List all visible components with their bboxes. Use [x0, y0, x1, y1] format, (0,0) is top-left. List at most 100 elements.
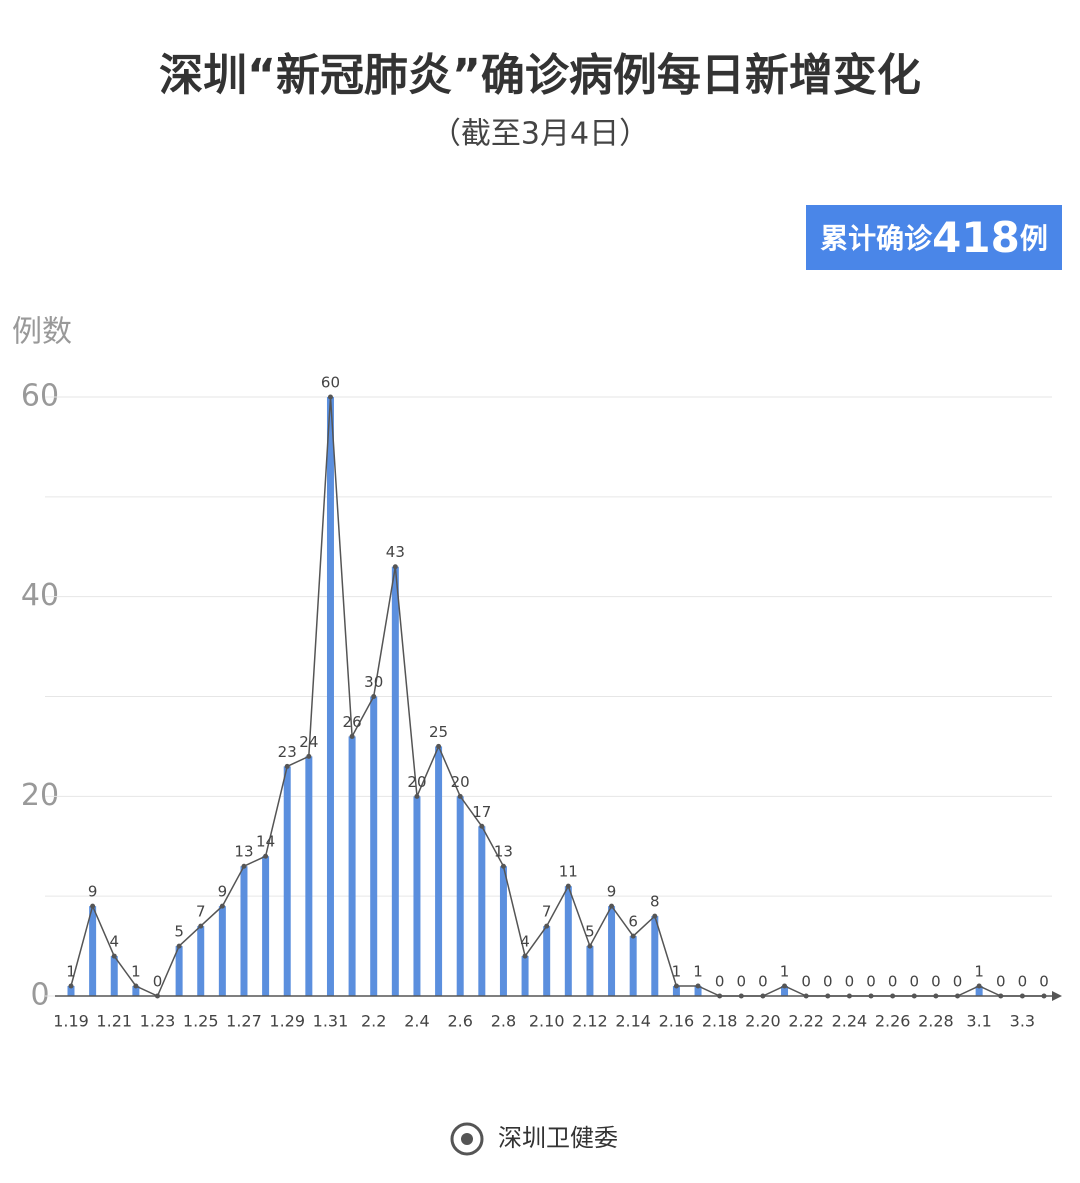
value-label: 0	[1018, 973, 1028, 991]
bar	[283, 766, 291, 996]
value-label: 1	[974, 963, 984, 981]
value-label: 1	[131, 963, 141, 981]
point	[717, 993, 723, 999]
point	[479, 823, 485, 829]
value-label: 17	[472, 803, 491, 821]
x-tick-label: 1.27	[226, 1012, 262, 1031]
point	[738, 993, 744, 999]
point	[998, 993, 1004, 999]
point	[630, 933, 636, 939]
point	[652, 913, 658, 919]
point	[392, 564, 398, 570]
point	[1041, 993, 1047, 999]
x-tick-label: 2.4	[404, 1012, 429, 1031]
bar	[781, 986, 789, 996]
value-label: 20	[451, 773, 470, 791]
x-tick-label: 3.1	[966, 1012, 991, 1031]
point	[695, 983, 701, 989]
x-tick-label: 2.16	[659, 1012, 695, 1031]
point	[544, 923, 550, 929]
bar	[197, 926, 205, 996]
point	[760, 993, 766, 999]
x-tick-label: 1.25	[183, 1012, 219, 1031]
bar	[89, 906, 97, 996]
value-label: 9	[218, 883, 228, 901]
chart-title: 深圳“新冠肺炎”确诊病例每日新增变化	[159, 50, 921, 101]
point	[803, 993, 809, 999]
value-label: 11	[559, 863, 578, 881]
bar	[175, 946, 183, 996]
value-label: 13	[494, 843, 513, 861]
value-label: 1	[672, 963, 682, 981]
value-label: 5	[585, 923, 595, 941]
point	[371, 694, 377, 699]
value-label: 0	[153, 973, 163, 991]
value-label: 0	[715, 973, 725, 991]
point	[933, 993, 939, 999]
point	[241, 863, 247, 869]
total-badge	[806, 205, 1062, 270]
x-tick-label: 2.20	[745, 1012, 781, 1031]
bar	[975, 986, 983, 996]
value-label: 0	[845, 973, 855, 991]
value-label: 0	[758, 973, 768, 991]
point	[349, 733, 355, 739]
point	[263, 853, 269, 859]
bar	[456, 796, 464, 996]
x-tick-label: 2.24	[832, 1012, 868, 1031]
value-label: 9	[88, 883, 98, 901]
value-label: 0	[909, 973, 919, 991]
value-label: 60	[321, 374, 340, 392]
bar	[694, 986, 702, 996]
point	[327, 394, 333, 400]
value-label: 0	[888, 973, 898, 991]
source-logo	[450, 1122, 484, 1156]
point	[911, 993, 917, 999]
point	[284, 763, 290, 769]
value-label: 8	[650, 893, 660, 911]
point	[133, 983, 139, 989]
x-tick-label: 2.14	[615, 1012, 651, 1031]
point	[500, 863, 506, 869]
value-label: 7	[542, 903, 552, 921]
value-label: 6	[628, 913, 638, 931]
bar	[391, 566, 399, 996]
point	[587, 943, 593, 949]
bar	[348, 736, 356, 996]
point	[1019, 993, 1025, 999]
x-tick-label: 2.6	[447, 1012, 472, 1031]
value-label: 0	[953, 973, 963, 991]
bar	[672, 986, 680, 996]
point	[673, 983, 679, 989]
bar	[499, 866, 507, 996]
bar	[478, 826, 486, 996]
point	[219, 903, 225, 909]
bar	[521, 956, 529, 996]
source-text: 深圳卫健委	[498, 1124, 618, 1152]
value-label: 30	[364, 673, 383, 691]
x-tick-label: 1.21	[96, 1012, 132, 1031]
point	[436, 743, 442, 749]
bar	[435, 746, 443, 996]
bar	[608, 906, 616, 996]
y-tick-label: 60	[21, 379, 59, 414]
x-tick-label: 3.3	[1010, 1012, 1035, 1031]
bar	[586, 946, 594, 996]
value-label: 14	[256, 833, 275, 851]
point	[782, 983, 788, 989]
value-label: 5	[174, 923, 184, 941]
point	[198, 923, 204, 929]
value-label: 7	[196, 903, 206, 921]
point	[457, 793, 463, 799]
value-label: 24	[299, 733, 318, 751]
point	[890, 993, 896, 999]
x-tick-label: 2.22	[788, 1012, 824, 1031]
point	[111, 953, 117, 959]
x-tick-label: 1.31	[313, 1012, 349, 1031]
badge-prefix: 累计确诊	[820, 222, 933, 255]
value-label: 4	[109, 933, 119, 951]
value-label: 0	[996, 973, 1006, 991]
value-label: 1	[693, 963, 703, 981]
x-tick-label: 1.19	[53, 1012, 89, 1031]
